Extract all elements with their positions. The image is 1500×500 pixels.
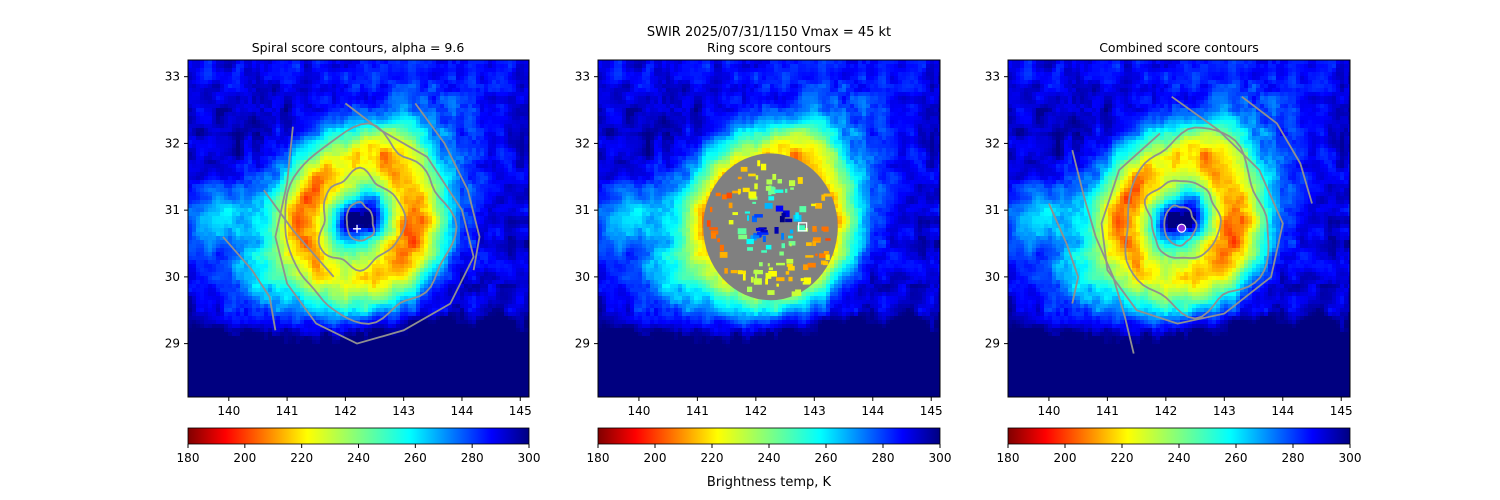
plot-area bbox=[598, 60, 940, 397]
y-tick-label: 33 bbox=[165, 70, 180, 84]
panel-title: Ring score contours bbox=[707, 40, 831, 55]
contour-line bbox=[263, 189, 335, 278]
y-tick-label: 31 bbox=[985, 203, 1000, 217]
y-tick-label: 33 bbox=[985, 70, 1000, 84]
colorbar-tick-label: 260 bbox=[1225, 451, 1248, 465]
x-tick-label: 141 bbox=[686, 404, 709, 418]
ring-score-disk bbox=[703, 153, 838, 301]
axes: 140 141 142 143 144 145 29 30 31 32 33 bbox=[985, 70, 1353, 418]
colorbar-ticks: 180 200 220 240 260 280 300 bbox=[177, 444, 541, 465]
colorbar-tick-label: 300 bbox=[1339, 451, 1362, 465]
panel-title: Combined score contours bbox=[1099, 40, 1259, 55]
colorbar bbox=[597, 427, 941, 445]
y-tick-label: 33 bbox=[575, 70, 590, 84]
contour-line bbox=[1124, 126, 1270, 320]
y-tick-label: 32 bbox=[165, 136, 180, 150]
colorbar-tick-label: 180 bbox=[177, 451, 200, 465]
x-tick-label: 140 bbox=[627, 404, 650, 418]
y-tick-label: 29 bbox=[575, 337, 590, 351]
colorbar-tick-label: 240 bbox=[758, 451, 781, 465]
heatmap-cells bbox=[188, 60, 529, 397]
plot-area bbox=[1008, 60, 1350, 397]
contour-line bbox=[1163, 204, 1198, 247]
contour-line bbox=[1144, 179, 1222, 259]
axes: 140 141 142 143 144 145 29 30 31 32 33 bbox=[575, 70, 943, 418]
colorbar-tick-label: 260 bbox=[404, 451, 427, 465]
contour-line bbox=[1071, 149, 1135, 354]
colorbar-tick-label: 220 bbox=[701, 451, 724, 465]
contour-line bbox=[317, 166, 407, 272]
x-tick-label: 143 bbox=[803, 404, 826, 418]
colorbar-tick-label: 200 bbox=[1054, 451, 1077, 465]
y-tick-label: 32 bbox=[575, 136, 590, 150]
y-tick-label: 31 bbox=[165, 203, 180, 217]
center-marker-plus bbox=[353, 224, 362, 233]
panel-combined: Combined score contours 140 141 142 143 144 1… bbox=[985, 40, 1362, 465]
colorbar-tick-label: 280 bbox=[461, 451, 484, 465]
x-tick-label: 143 bbox=[1213, 404, 1236, 418]
y-tick-label: 31 bbox=[575, 203, 590, 217]
panel-title: Spiral score contours, alpha = 9.6 bbox=[252, 40, 465, 55]
panel-spiral: Spiral score contours, alpha = 9.6 140 14… bbox=[165, 40, 541, 465]
figure-suptitle: SWIR 2025/07/31/1150 Vmax = 45 kt bbox=[647, 25, 891, 40]
plot-area bbox=[188, 60, 529, 397]
contour-line bbox=[345, 200, 376, 242]
x-tick-label: 142 bbox=[744, 404, 767, 418]
y-tick-label: 29 bbox=[985, 337, 1000, 351]
contour-line bbox=[274, 102, 475, 345]
x-tick-label: 140 bbox=[217, 404, 240, 418]
contour-line bbox=[1048, 203, 1080, 304]
center-marker-circle bbox=[1177, 223, 1187, 233]
plot-frame bbox=[1007, 59, 1351, 398]
colorbar-tick-label: 180 bbox=[587, 451, 610, 465]
axes: 140 141 142 143 144 145 29 30 31 32 33 bbox=[165, 70, 532, 418]
x-tick-label: 144 bbox=[1271, 404, 1294, 418]
y-tick-label: 30 bbox=[165, 270, 180, 284]
x-tick-label: 145 bbox=[509, 404, 532, 418]
plot-frame bbox=[597, 59, 941, 398]
y-tick-label: 30 bbox=[985, 270, 1000, 284]
contour-line bbox=[222, 236, 277, 331]
x-tick-label: 145 bbox=[920, 404, 943, 418]
colorbar-ticks: 180 200 220 240 260 280 300 bbox=[587, 444, 952, 465]
colorbar-tick-label: 240 bbox=[1168, 451, 1191, 465]
contour-line bbox=[284, 122, 458, 325]
y-tick-label: 29 bbox=[165, 337, 180, 351]
contour-line bbox=[1241, 95, 1313, 204]
colorbar-tick-label: 260 bbox=[815, 451, 838, 465]
colorbar-tick-label: 220 bbox=[290, 451, 313, 465]
x-tick-label: 142 bbox=[334, 404, 357, 418]
colorbar-label: Brightness temp, K bbox=[707, 475, 832, 490]
x-tick-label: 144 bbox=[451, 404, 474, 418]
colorbar-tick-label: 240 bbox=[347, 451, 370, 465]
colorbar-tick-label: 280 bbox=[872, 451, 895, 465]
y-tick-label: 32 bbox=[985, 136, 1000, 150]
colorbar-tick-label: 180 bbox=[997, 451, 1020, 465]
heatmap-cells bbox=[1008, 60, 1350, 397]
contour-line bbox=[414, 102, 481, 271]
colorbar-tick-label: 220 bbox=[1111, 451, 1134, 465]
colorbar-tick-label: 300 bbox=[518, 451, 541, 465]
x-tick-label: 143 bbox=[392, 404, 415, 418]
y-tick-label: 30 bbox=[575, 270, 590, 284]
colorbar-tick-label: 200 bbox=[644, 451, 667, 465]
x-tick-label: 144 bbox=[861, 404, 884, 418]
colorbar-tick-label: 200 bbox=[233, 451, 256, 465]
plot-frame bbox=[187, 59, 530, 398]
colorbar-tick-label: 280 bbox=[1282, 451, 1305, 465]
panel-ring: Ring score contours 140 141 142 143 144 145 29… bbox=[575, 40, 952, 465]
x-tick-label: 141 bbox=[1096, 404, 1119, 418]
x-tick-label: 142 bbox=[1154, 404, 1177, 418]
contour-line bbox=[1100, 95, 1284, 325]
x-tick-label: 140 bbox=[1037, 404, 1060, 418]
colorbar-ticks: 180 200 220 240 260 280 300 bbox=[997, 444, 1362, 465]
x-tick-label: 141 bbox=[276, 404, 299, 418]
center-marker-square bbox=[797, 222, 808, 232]
colorbar bbox=[187, 427, 530, 445]
colorbar bbox=[1007, 427, 1351, 445]
x-tick-label: 145 bbox=[1330, 404, 1353, 418]
colorbar-tick-label: 300 bbox=[929, 451, 952, 465]
